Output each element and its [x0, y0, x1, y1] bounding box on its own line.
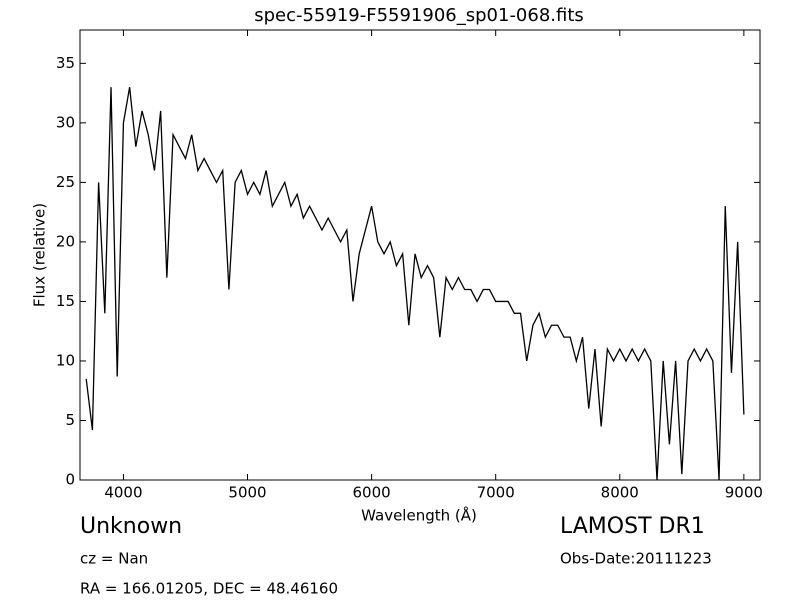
y-tick-label: 10 — [56, 351, 75, 369]
x-tick-label: 8000 — [601, 484, 639, 502]
y-tick-label: 20 — [56, 232, 75, 250]
x-tick-label: 5000 — [228, 484, 266, 502]
annotation: cz = Nan — [80, 550, 148, 568]
x-tick-label: 4000 — [104, 484, 142, 502]
y-axis-label: Flux (relative) — [31, 203, 49, 307]
x-tick-label: 7000 — [477, 484, 515, 502]
chart-title: spec-55919-F5591906_sp01-068.fits — [254, 5, 584, 26]
y-tick-label: 15 — [56, 292, 75, 310]
y-tick-label: 5 — [65, 411, 75, 429]
annotation: RA = 166.01205, DEC = 48.46160 — [80, 580, 338, 598]
plot-frame — [79, 29, 761, 481]
spectrum-line — [85, 87, 745, 480]
y-tick-label: 35 — [56, 54, 75, 72]
y-tick-label: 0 — [65, 471, 75, 489]
x-axis-label: Wavelength (Å) — [361, 506, 477, 525]
y-tick-label: 25 — [56, 173, 75, 191]
annotation: Obs-Date:20111223 — [560, 550, 712, 568]
y-tick-label: 30 — [56, 113, 75, 131]
annotation: LAMOST DR1 — [560, 514, 705, 539]
x-tick-label: 9000 — [725, 484, 763, 502]
annotation: Unknown — [80, 514, 182, 539]
x-tick-label: 6000 — [353, 484, 391, 502]
